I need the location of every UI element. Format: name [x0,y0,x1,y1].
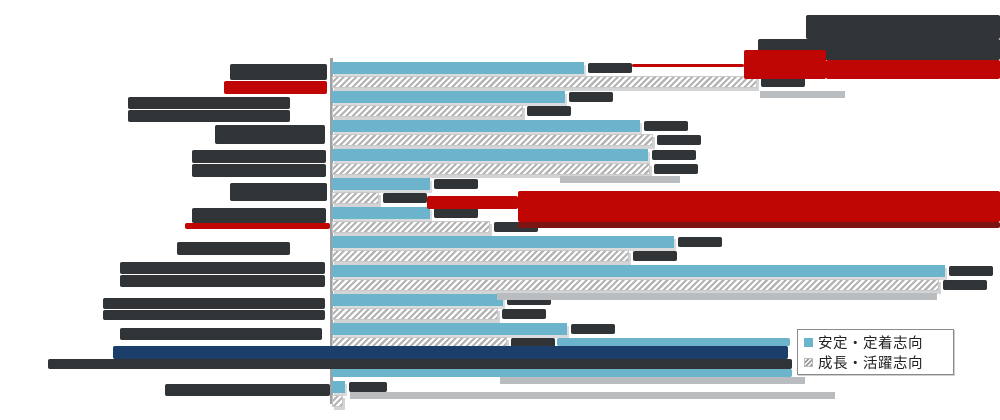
value-label-redacted [349,382,387,392]
category-label-redacted [230,183,327,201]
bar-stability [332,149,648,161]
annotation-redacted-red [427,196,518,209]
category-label-redacted [165,384,330,396]
value-label-redacted [644,121,688,131]
value-label-redacted [571,324,615,334]
bar-growth [332,192,379,204]
value-label-redacted [527,106,571,116]
category-label-redacted [215,125,325,144]
value-label-redacted [502,309,546,319]
shadow-strip [497,293,937,300]
value-label-redacted [678,237,722,247]
bar-growth [332,221,490,233]
category-label-redacted [192,208,326,223]
annotation-pointer-line [632,64,744,67]
bar-stability [332,381,345,393]
category-label-redacted [120,328,322,340]
category-label-redacted [177,242,290,255]
bar-growth [332,279,939,291]
value-label-redacted [761,77,805,87]
bar-growth [332,134,653,146]
bar-growth [332,76,757,88]
value-label-redacted [654,164,698,174]
category-label-redacted [230,64,327,80]
shadow-strip [560,176,680,183]
bar-growth [332,163,650,175]
category-label-redacted [120,275,325,287]
annotation-redacted-red [744,50,826,79]
category-label-redacted [128,110,290,122]
bar-stability [332,323,567,335]
category-label-redacted [103,310,325,320]
shadow-strip [350,392,835,399]
chart-title-redacted [806,15,1000,39]
annotation-redacted-red-band [518,191,1000,222]
value-label-redacted [633,251,677,261]
bar-growth-highlighted [332,369,792,377]
category-label-redacted [192,150,326,163]
shadow-strip [760,91,845,98]
annotation-redacted-red [826,60,1000,79]
value-label-redacted [949,266,993,276]
category-label-redacted [128,97,290,109]
bar-stability [332,265,945,277]
bar-growth [332,250,629,262]
bar-stability [332,236,674,248]
legend-item-stability: 安定・定着志向 [804,333,947,352]
value-label-redacted [588,63,632,73]
legend: 安定・定着志向 成長・活躍志向 [797,329,954,375]
value-label-redacted [383,193,427,203]
category-label-redacted [103,298,325,309]
value-label-redacted [943,280,987,290]
highlight-band-navy [113,346,788,359]
legend-swatch-solid-icon [804,337,813,347]
bar-stability [332,62,584,74]
category-label-redacted [224,81,327,94]
value-label-redacted [569,92,613,102]
bar-growth [332,395,343,407]
category-label-redacted [185,223,330,229]
bar-stability [332,207,430,219]
value-label-redacted [511,338,555,348]
legend-item-growth: 成長・活躍志向 [804,353,947,372]
bar-stability [332,120,640,132]
bar-stability [332,178,430,190]
value-label-redacted [494,222,538,232]
bar-growth [332,308,498,320]
value-label-redacted [657,135,701,145]
y-axis-line [330,58,333,404]
annotation-band-shadow [518,222,1000,228]
bar-stability-sliver [557,338,790,346]
legend-label-stability: 安定・定着志向 [818,335,923,352]
bar-stability [332,91,565,103]
bar-stability [332,294,503,306]
value-label-redacted [652,150,696,160]
category-label-redacted [192,164,326,177]
category-label-redacted [120,262,325,274]
value-label-redacted [507,295,551,305]
legend-swatch-hatched-icon [804,357,813,367]
highlight-band-dark [48,359,792,369]
shadow-strip [500,377,805,384]
bar-growth [332,105,523,117]
value-label-redacted [434,179,478,189]
value-label-redacted [434,208,478,218]
legend-label-growth: 成長・活躍志向 [818,355,923,372]
